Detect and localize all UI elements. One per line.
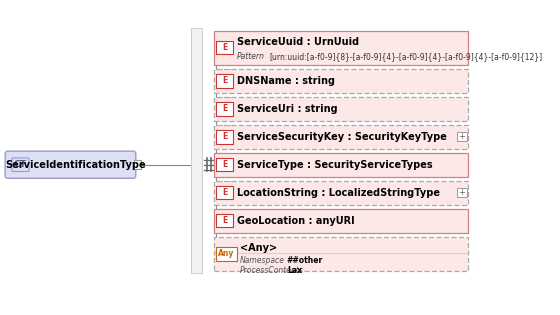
Text: E: E (222, 132, 227, 141)
Text: 1..1: 1..1 (218, 153, 233, 162)
FancyBboxPatch shape (458, 132, 466, 141)
Text: 1..1: 1..1 (218, 36, 233, 45)
FancyBboxPatch shape (214, 69, 468, 93)
Text: CT: CT (14, 160, 27, 169)
Text: +: + (459, 132, 465, 141)
Text: ServiceUuid : UrnUuid: ServiceUuid : UrnUuid (237, 37, 359, 47)
FancyBboxPatch shape (192, 28, 202, 273)
FancyBboxPatch shape (216, 247, 237, 261)
Text: 0..1: 0..1 (218, 69, 233, 78)
Text: LocationString : LocalizedStringType: LocationString : LocalizedStringType (237, 188, 440, 198)
FancyBboxPatch shape (216, 186, 234, 199)
FancyBboxPatch shape (214, 237, 468, 271)
Text: E: E (222, 76, 227, 85)
Text: ##other: ##other (287, 256, 323, 265)
Text: E: E (222, 160, 227, 169)
FancyBboxPatch shape (216, 74, 234, 88)
Text: Lax: Lax (287, 266, 302, 275)
FancyBboxPatch shape (214, 31, 468, 65)
FancyBboxPatch shape (214, 181, 468, 204)
Text: 0..1: 0..1 (218, 125, 233, 134)
Text: Any: Any (218, 249, 235, 258)
Text: ServiceUri : string: ServiceUri : string (237, 104, 337, 114)
Text: 0..*: 0..* (218, 242, 232, 251)
Text: Pattern: Pattern (237, 52, 265, 61)
FancyBboxPatch shape (214, 97, 468, 121)
FancyBboxPatch shape (216, 214, 234, 227)
Text: 0..1: 0..1 (218, 181, 233, 190)
FancyBboxPatch shape (216, 158, 234, 171)
Text: GeoLocation : anyURI: GeoLocation : anyURI (237, 216, 354, 226)
Text: E: E (222, 43, 227, 52)
Text: 0..1: 0..1 (218, 97, 233, 106)
FancyBboxPatch shape (12, 158, 29, 171)
FancyBboxPatch shape (458, 188, 466, 198)
FancyBboxPatch shape (216, 41, 234, 54)
Text: ServiceType : SecurityServiceTypes: ServiceType : SecurityServiceTypes (237, 160, 432, 170)
FancyBboxPatch shape (134, 160, 141, 169)
Text: <Any>: <Any> (240, 243, 277, 253)
FancyBboxPatch shape (216, 130, 234, 144)
Text: ServiceIdentificationType: ServiceIdentificationType (5, 160, 146, 170)
Text: [urn:uuid:[a-f0-9]{8}-[a-f0-9]{4}-[a-f0-9]{4}-[a-f0-9]{4}-[a-f0-9]{12}]: [urn:uuid:[a-f0-9]{8}-[a-f0-9]{4}-[a-f0-… (269, 52, 542, 61)
Text: DNSName : string: DNSName : string (237, 76, 335, 86)
FancyBboxPatch shape (214, 125, 468, 149)
FancyBboxPatch shape (5, 151, 136, 178)
Text: 0..1: 0..1 (218, 209, 233, 218)
Text: Namespace: Namespace (240, 256, 285, 265)
Text: E: E (222, 188, 227, 197)
Text: E: E (222, 216, 227, 225)
Text: E: E (222, 104, 227, 113)
Text: ProcessContents: ProcessContents (240, 266, 304, 275)
FancyBboxPatch shape (214, 209, 468, 232)
Text: +: + (459, 188, 465, 197)
FancyBboxPatch shape (214, 153, 468, 177)
Text: ServiceSecurityKey : SecurityKeyType: ServiceSecurityKey : SecurityKeyType (237, 132, 446, 142)
FancyBboxPatch shape (216, 102, 234, 116)
